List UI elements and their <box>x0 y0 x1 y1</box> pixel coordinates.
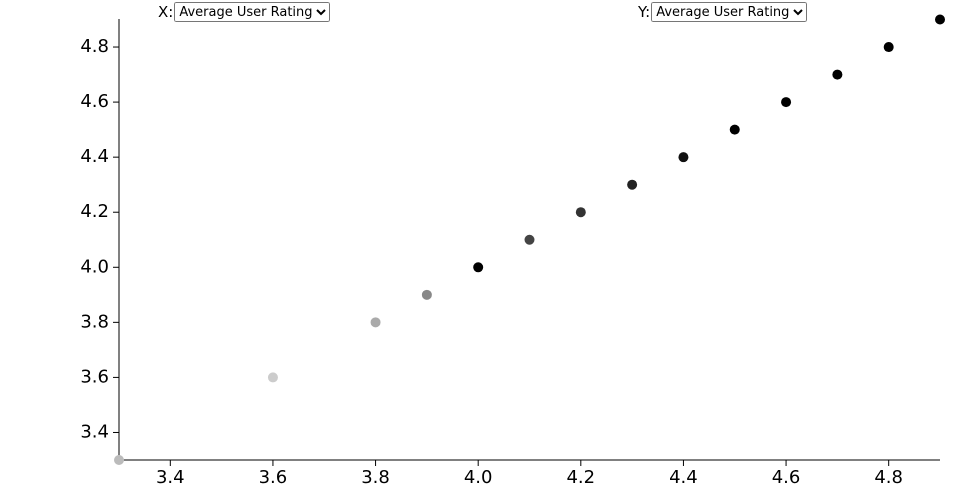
y-label: Y: <box>638 3 651 21</box>
x-tick-label: 4.6 <box>772 467 801 488</box>
x-tick-label: 4.8 <box>874 467 903 488</box>
y-tick-label: 4.0 <box>80 256 109 277</box>
y-tick-label: 4.2 <box>80 201 109 222</box>
y-control: Y: Average User Rating <box>638 2 808 22</box>
point <box>832 69 843 80</box>
y-tick-label: 4.8 <box>80 36 109 57</box>
x-tick-label: 4.0 <box>464 467 493 488</box>
point <box>370 317 381 328</box>
point <box>267 372 278 383</box>
point <box>729 124 740 135</box>
x-tick-label: 4.4 <box>669 467 698 488</box>
point <box>114 455 124 465</box>
x-label: X: <box>158 3 174 21</box>
y-select[interactable]: Average User Rating <box>651 2 808 22</box>
y-tick-label: 3.8 <box>80 311 109 332</box>
point <box>678 152 689 163</box>
y-tick-label: 4.6 <box>80 91 109 112</box>
point <box>627 179 638 190</box>
x-tick-label: 3.8 <box>361 467 390 488</box>
x-tick-label: 3.6 <box>259 467 288 488</box>
x-select[interactable]: Average User Rating <box>174 2 331 22</box>
point <box>883 42 894 53</box>
x-tick-label: 4.2 <box>566 467 595 488</box>
point <box>421 289 432 300</box>
x-tick-label: 3.4 <box>156 467 185 488</box>
y-tick-label: 3.4 <box>80 421 109 442</box>
y-tick-label: 3.6 <box>80 366 109 387</box>
point <box>935 14 945 25</box>
point <box>524 234 535 245</box>
point <box>473 262 484 273</box>
y-tick-label: 4.4 <box>80 146 109 167</box>
point <box>575 207 586 218</box>
x-control: X: Average User Rating <box>158 2 331 22</box>
point <box>781 97 792 108</box>
